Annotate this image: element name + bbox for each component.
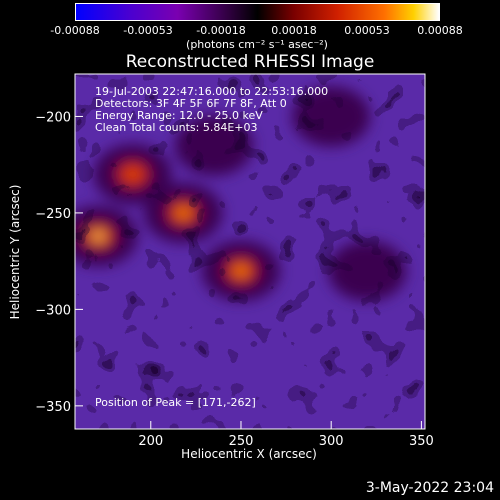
x-tick-label: 300 bbox=[319, 434, 344, 449]
colorbar-tick: 0.00018 bbox=[271, 24, 317, 37]
heatmap-plot: 200 250 300 350 −200 −250 −300 −350 Heliocentr… bbox=[8, 73, 434, 461]
x-tick-label: 350 bbox=[409, 434, 434, 449]
colorbar-tick: -0.00053 bbox=[123, 24, 173, 37]
time-range-annotation: 19-Jul-2003 22:47:16.000 to 22:53:16.000 bbox=[95, 85, 329, 98]
y-axis-label: Heliocentric Y (arcsec) bbox=[8, 185, 22, 320]
x-axis-label: Heliocentric X (arcsec) bbox=[181, 447, 317, 461]
detectors-annotation: Detectors: 3F 4F 5F 6F 7F 8F, Att 0 bbox=[95, 97, 287, 110]
y-tick-label: −300 bbox=[35, 303, 71, 318]
x-tick-label: 200 bbox=[138, 434, 163, 449]
colorbar-tick: 0.00088 bbox=[417, 24, 463, 37]
y-tick-label: −350 bbox=[35, 400, 71, 415]
colorbar-tick: -0.00088 bbox=[50, 24, 100, 37]
y-tick-label: −250 bbox=[35, 207, 71, 222]
peak-position-annotation: Position of Peak = [171,-262] bbox=[95, 396, 256, 409]
colorbar-tick: -0.00018 bbox=[196, 24, 246, 37]
colorbar-tick: 0.00053 bbox=[344, 24, 390, 37]
footer-timestamp: 3-May-2022 23:04 bbox=[365, 480, 494, 496]
x-tick-label: 250 bbox=[229, 434, 254, 449]
colorbar-unit-label: (photons cm⁻² s⁻¹ asec⁻²) bbox=[186, 38, 328, 51]
energy-annotation: Energy Range: 12.0 - 25.0 keV bbox=[95, 109, 263, 122]
y-tick-label: −200 bbox=[35, 110, 71, 125]
method-annotation: Clean Total counts: 5.84E+03 bbox=[95, 121, 258, 134]
colorbar bbox=[75, 3, 440, 21]
heatmap-texture bbox=[75, 74, 425, 429]
plot-frame bbox=[74, 73, 426, 430]
chart-title: Reconstructed RHESSI Image bbox=[125, 52, 375, 72]
